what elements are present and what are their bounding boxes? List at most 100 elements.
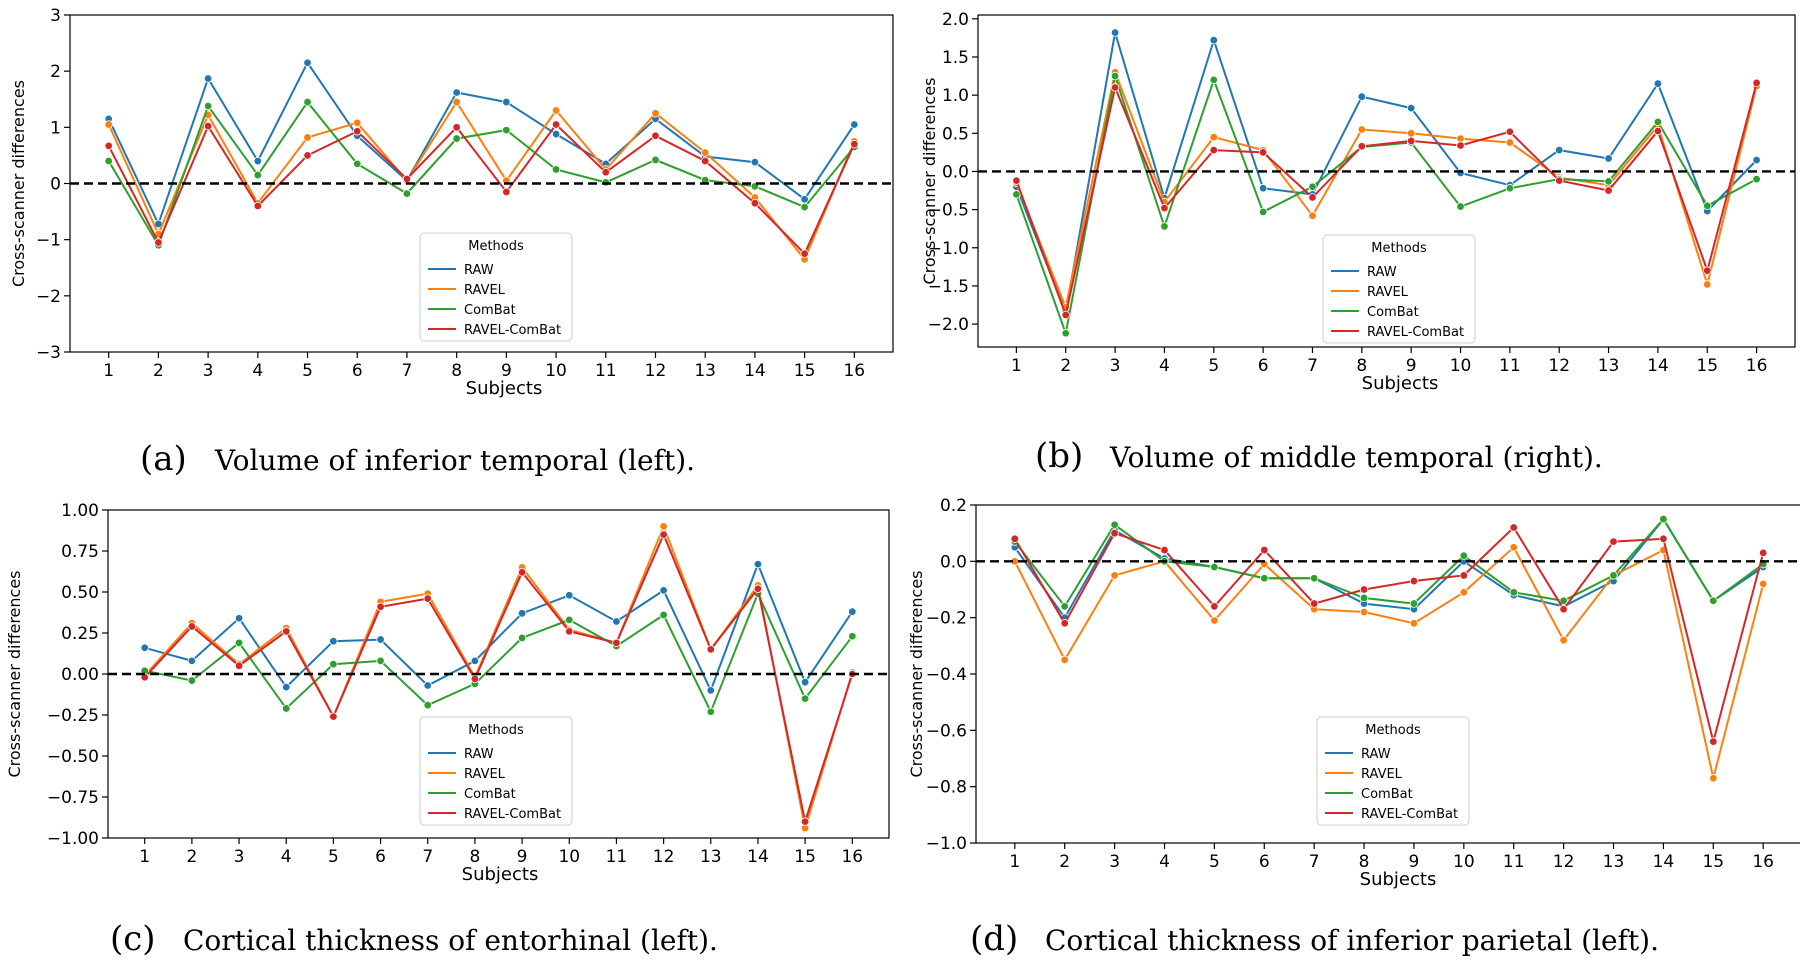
panel-c-point bbox=[565, 591, 574, 600]
panel-a-point bbox=[700, 148, 710, 157]
panel-d-xtick-label: 7 bbox=[1309, 852, 1320, 872]
panel-a-point bbox=[750, 157, 760, 167]
panel-d-axes: −1.0−0.8−0.6−0.4−0.20.00.21 2 3 4 5 6 7 8 9 10 11 1… bbox=[907, 496, 1800, 890]
panel-a-point bbox=[651, 131, 660, 140]
panel-a: (a) Volume of inferior temporal (left). … bbox=[9, 6, 894, 479]
panel-b-ytick-label: 1.0 bbox=[942, 86, 969, 106]
panel-c-point bbox=[800, 694, 810, 703]
panel-b-line-raw bbox=[1015, 32, 1758, 317]
panel-b-frame bbox=[977, 14, 1796, 348]
panel-a-point bbox=[353, 159, 362, 169]
panel-c-legend-title: Methods bbox=[468, 723, 524, 738]
panel-d-ytick-label: −1.0 bbox=[926, 834, 967, 854]
panel-d-caption-label: (d) bbox=[970, 919, 1018, 959]
panel-b-ytick-label: 2.0 bbox=[942, 10, 969, 30]
panel-b-ytick-label: −0.5 bbox=[928, 201, 969, 221]
panel-b-point bbox=[1110, 28, 1120, 37]
panel-c-xtick-label: 11 bbox=[606, 847, 628, 867]
panel-c-point bbox=[329, 712, 338, 721]
panel-b-xtick-label: 8 bbox=[1356, 356, 1367, 376]
panel-a-point bbox=[353, 118, 362, 128]
panel-b-point bbox=[1308, 182, 1317, 191]
panel-a-xtick-label: 4 bbox=[252, 361, 263, 381]
panel-c-point bbox=[282, 627, 291, 636]
panel-d-xtick-label: 3 bbox=[1109, 852, 1120, 872]
panel-c-xlabel: Subjects bbox=[462, 864, 539, 885]
panel-d-point bbox=[1509, 543, 1518, 552]
panel-c-point bbox=[517, 568, 527, 577]
panel-c-series-combat bbox=[140, 589, 857, 716]
panel-a-point bbox=[551, 129, 561, 139]
panel-d-point bbox=[1359, 593, 1369, 603]
panel-a-point bbox=[502, 125, 511, 135]
panel-b-ytick-label: 0.5 bbox=[942, 124, 969, 144]
panel-a-series-combat bbox=[104, 97, 859, 250]
panel-d-point bbox=[1758, 579, 1768, 589]
panel-b-point bbox=[1555, 145, 1564, 155]
panel-a-point bbox=[502, 97, 511, 107]
panel-a-point bbox=[253, 156, 263, 166]
panel-d-point bbox=[1709, 737, 1718, 746]
panel-d-xtick-label: 13 bbox=[1603, 852, 1625, 872]
panel-c-caption-label: (c) bbox=[110, 919, 156, 959]
panel-c-point bbox=[659, 586, 668, 595]
panel-d-legend: Methods RAW RAVEL ComBat RAVEL-ComBat bbox=[1316, 716, 1470, 826]
panel-c-point bbox=[706, 707, 715, 716]
panel-a-series-ravel-combat bbox=[104, 120, 859, 258]
panel-b: (b) Volume of middle temporal (right). −… bbox=[920, 10, 1796, 476]
panel-b-point bbox=[1505, 138, 1515, 147]
panel-d-line-ravel bbox=[1013, 545, 1765, 779]
panel-c-xtick-label: 6 bbox=[375, 847, 386, 867]
panel-c-xtick-label: 13 bbox=[700, 847, 722, 867]
panel-c-ytick-label: 1.00 bbox=[61, 501, 99, 521]
panel-d-xtick-label: 8 bbox=[1359, 852, 1370, 872]
panel-b-point bbox=[1258, 184, 1268, 193]
panel-b-point bbox=[1209, 75, 1218, 85]
panel-d-point bbox=[1459, 551, 1469, 560]
panel-b-point bbox=[1703, 266, 1712, 275]
panel-b-point bbox=[1505, 184, 1515, 193]
panel-d-point bbox=[1210, 562, 1219, 572]
panel-a-point bbox=[353, 127, 362, 136]
panel-d-legend-entry: RAVEL bbox=[1361, 767, 1403, 782]
panel-d-ytick-label: 0.0 bbox=[940, 552, 967, 572]
panel-d-point bbox=[1609, 537, 1618, 546]
panel-a-legend-box bbox=[419, 232, 573, 342]
panel-d-point bbox=[1509, 523, 1518, 532]
panel-b-ytick-label: 1.5 bbox=[942, 48, 969, 68]
panel-a-point bbox=[850, 120, 859, 129]
panel-a-ytick-label: −1 bbox=[36, 231, 61, 251]
panel-b-xtick-label: 2 bbox=[1060, 356, 1071, 376]
panel-d-point bbox=[1359, 585, 1369, 594]
panel-c-line-raw bbox=[144, 561, 854, 693]
panel-d-caption: Cortical thickness of inferior parietal … bbox=[1045, 924, 1659, 957]
panel-d-point bbox=[1559, 596, 1568, 605]
panel-c-point bbox=[706, 645, 715, 654]
panel-c-point bbox=[187, 656, 197, 666]
panel-b-point bbox=[1752, 155, 1761, 165]
panel-a-line-combat bbox=[107, 100, 856, 248]
panel-c-point bbox=[470, 674, 480, 684]
panel-b-point bbox=[1505, 127, 1515, 136]
panel-b-point bbox=[1258, 148, 1268, 157]
panel-c-point bbox=[517, 609, 527, 618]
panel-c-point bbox=[753, 584, 763, 593]
panel-a-xtick-label: 7 bbox=[402, 361, 413, 381]
panel-b-point bbox=[1406, 136, 1416, 146]
panel-b-point bbox=[1653, 117, 1663, 127]
panel-d-ytick-label: 0.2 bbox=[940, 496, 967, 516]
panel-b-point bbox=[1752, 78, 1761, 88]
panel-a-point bbox=[402, 174, 412, 184]
panel-d-xtick-label: 9 bbox=[1409, 852, 1420, 872]
panel-a-xtick-label: 11 bbox=[595, 361, 617, 381]
panel-d-ytick-label: −0.6 bbox=[926, 721, 967, 741]
panel-a-point bbox=[104, 141, 113, 151]
panel-c-xtick-label: 7 bbox=[422, 847, 433, 867]
panel-b-point bbox=[1604, 177, 1613, 186]
panel-b-xtick-label: 11 bbox=[1499, 356, 1521, 376]
panel-c-point bbox=[234, 614, 244, 623]
panel-b-point bbox=[1653, 79, 1663, 88]
panel-b-legend-entry: RAVEL bbox=[1367, 285, 1409, 300]
panel-d-point bbox=[1559, 605, 1568, 614]
panel-b-point bbox=[1703, 280, 1712, 289]
